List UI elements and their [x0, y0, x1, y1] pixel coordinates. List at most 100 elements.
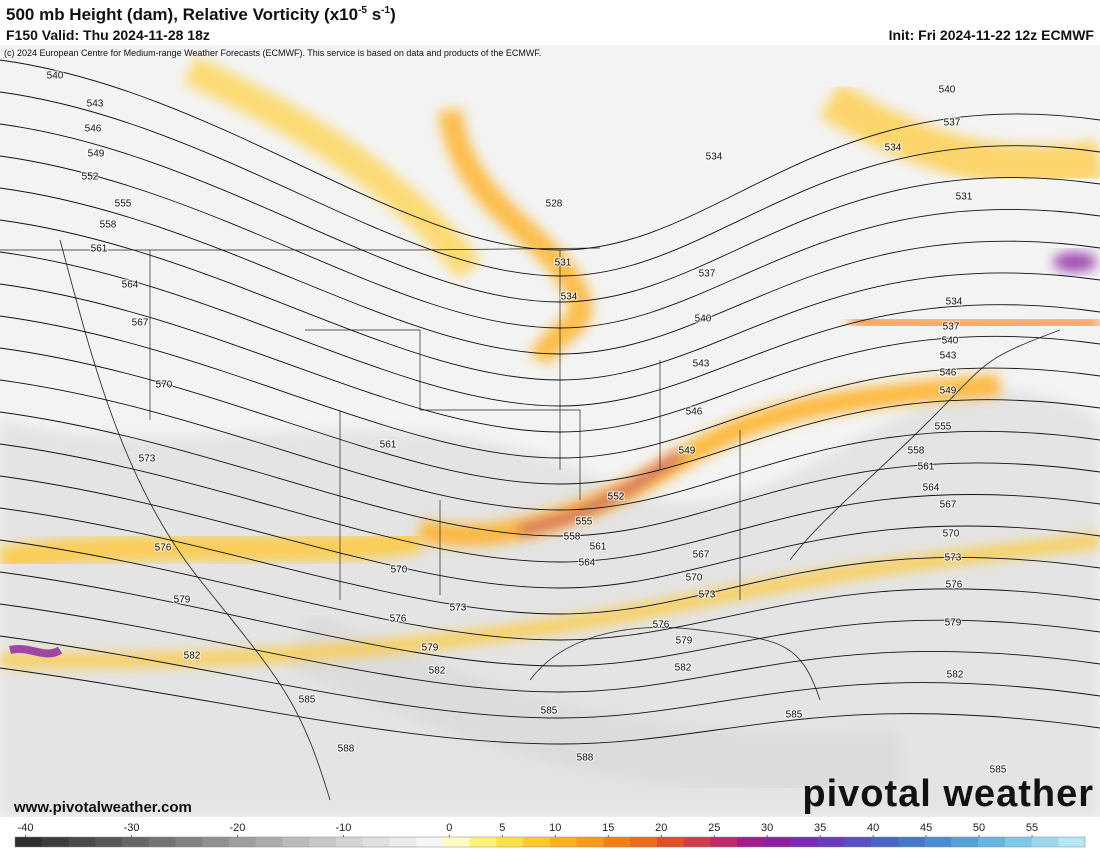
contour-label: 561 [918, 462, 935, 473]
colorbar-cell [523, 837, 551, 847]
contour-label: 582 [184, 651, 201, 662]
contour-label: 537 [943, 322, 960, 333]
colorbar-cell [1031, 837, 1059, 847]
contour-line [0, 443, 1100, 563]
contour-line [0, 475, 1100, 589]
colorbar-cell [817, 837, 845, 847]
contour-label: 555 [576, 517, 593, 528]
contour-label: 582 [947, 670, 964, 681]
contour-label: 534 [561, 292, 578, 303]
contour-line [0, 347, 1100, 485]
contour-label: 540 [939, 85, 956, 96]
contour-line [0, 635, 1100, 719]
vorticity-band [183, 56, 482, 280]
website: www.pivotalweather.com [13, 799, 192, 816]
contour-label: 531 [555, 258, 572, 269]
contour-line [0, 667, 1100, 745]
contour-label: 528 [546, 199, 563, 210]
colorbar-cell [951, 837, 979, 847]
contour-label: 570 [943, 529, 960, 540]
title-superscript: -1 [381, 5, 390, 16]
contour-label: 579 [945, 618, 962, 629]
gray-shading [288, 612, 902, 794]
contour-label: 573 [699, 590, 716, 601]
height-contours [0, 59, 1100, 745]
vorticity-core [9, 644, 63, 658]
colorbar-cell [389, 837, 417, 847]
colorbar-cell [469, 837, 497, 847]
subtitle: F150 Valid: Thu 2024-11-28 18z [6, 27, 210, 43]
contour-line [0, 59, 1100, 251]
colorbar-tick-label: 30 [761, 822, 773, 834]
contour-line [0, 571, 1100, 667]
colorbar-cell [255, 837, 283, 847]
title: 500 mb Height (dam), Relative Vorticity … [6, 5, 396, 24]
contour-label: 585 [990, 765, 1007, 776]
colorbar-cell [282, 837, 310, 847]
colorbar-cell [416, 837, 444, 847]
colorbar-cell [764, 837, 792, 847]
colorbar-cell [683, 837, 711, 847]
colorbar-cell [309, 837, 337, 847]
contour-line [0, 379, 1100, 511]
contour-label: 576 [390, 614, 407, 625]
colorbar-tick-label: 15 [602, 822, 614, 834]
contour-label: 546 [940, 368, 957, 379]
contour-label: 555 [115, 199, 132, 210]
colorbar-cell [897, 837, 925, 847]
colorbar-cell [1058, 837, 1086, 847]
vorticity-core [519, 452, 682, 533]
colorbar-cell [202, 837, 230, 847]
contour-line [0, 155, 1100, 329]
colorbar-tick-label: 0 [446, 822, 452, 834]
contour-label: 534 [946, 297, 963, 308]
contour-label: 564 [579, 558, 596, 569]
colorbar-cell [68, 837, 96, 847]
colorbar-cell [496, 837, 524, 847]
colorbar-cell [978, 837, 1006, 847]
colorbar-tick-label: -20 [230, 822, 246, 834]
contour-label: 576 [155, 543, 172, 554]
colorbar-cell [336, 837, 364, 847]
contour-label: 573 [945, 553, 962, 564]
contour-label: 534 [706, 152, 723, 163]
contour-label: 585 [541, 706, 558, 717]
contour-label: 543 [940, 351, 957, 362]
colorbar-tick-label: 55 [1026, 822, 1038, 834]
vorticity-band [0, 533, 1100, 668]
title-text: 500 mb Height (dam), Relative Vorticity … [6, 5, 358, 24]
contour-line [0, 283, 1100, 433]
contour-label: 552 [608, 492, 625, 503]
contour-label: 531 [956, 192, 973, 203]
init-time: Init: Fri 2024-11-22 12z ECMWF [889, 27, 1095, 43]
colorbar-tick-label: 5 [499, 822, 505, 834]
colorbar-cell [603, 837, 631, 847]
colorbar-tick-label: -10 [335, 822, 351, 834]
vorticity-band [849, 313, 1100, 332]
colorbar-tick-label: 40 [867, 822, 879, 834]
colorbar-cell [1004, 837, 1032, 847]
colorbar-cell [844, 837, 872, 847]
contour-label: 570 [686, 573, 703, 584]
header-background [0, 0, 1100, 45]
contour-label: 534 [885, 143, 902, 154]
logo: pivotal weather [802, 773, 1094, 815]
colorbar: -40 -30 -20 -10 0 5 10 15 20 25 30 35 40 45 50 55 [14, 822, 1086, 848]
contour-line [0, 251, 1100, 407]
colorbar-cell [175, 837, 203, 847]
colorbar-tick-label: 50 [973, 822, 985, 834]
colorbar-cell [148, 837, 176, 847]
colorbar-tick-label: 10 [549, 822, 561, 834]
contour-label: 540 [47, 71, 64, 82]
vorticity-shading: 5405435465495525555585615645675705735765… [0, 56, 1100, 817]
contour-label: 579 [174, 595, 191, 606]
colorbar-tick-label: 25 [708, 822, 720, 834]
contour-label: 570 [156, 380, 173, 391]
contour-label: 585 [299, 695, 316, 706]
colorbar-cell [790, 837, 818, 847]
contour-label: 579 [422, 643, 439, 654]
contour-label: 561 [590, 542, 607, 553]
contour-label: 576 [653, 620, 670, 631]
contour-line [0, 603, 1100, 693]
